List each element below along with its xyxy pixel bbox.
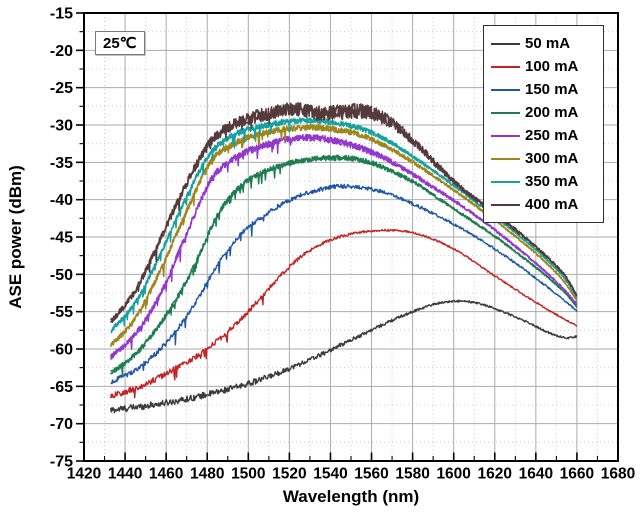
legend-label: 200 mA [525,104,579,121]
x-tick-label: 1440 [108,466,142,483]
x-axis: 1420 1440 1460 1480 1500 1520 1540 1560 1580 1600… [67,466,635,483]
x-axis-title: Wavelength (nm) [282,487,420,506]
legend-item: 400 mA [491,197,601,212]
y-tick-label: -50 [50,267,73,284]
y-tick-label: -35 [50,155,73,172]
y-tick-label: -60 [50,342,73,359]
x-tick-label: 1460 [149,466,183,483]
y-tick-label: -65 [50,379,73,396]
y-axis-title: ASE power (dBm) [6,165,25,309]
legend-label: 400 mA [525,196,579,213]
legend-label: 300 mA [525,150,579,167]
y-tick-label: -15 [50,6,73,23]
x-tick-label: 1680 [601,466,635,483]
series-curve-150mA [110,183,578,385]
series-curve-250mA [110,133,578,360]
x-tick-label: 1520 [272,466,306,483]
series-curve-300mA [110,123,578,347]
legend-item: 300 mA [491,151,601,166]
legend-item: 50 mA [491,36,601,51]
legend-line-swatch [491,134,520,137]
legend-item: 350 mA [491,174,601,189]
legend-label: 100 mA [525,58,579,75]
x-tick-label: 1620 [478,466,512,483]
x-tick-label: 1600 [436,466,470,483]
legend-line-swatch [491,203,520,206]
y-tick-label: -20 [50,43,73,60]
x-tick-label: 1540 [313,466,347,483]
y-tick-label: -30 [50,118,73,135]
y-tick-label: -45 [50,230,73,247]
y-tick-label: -40 [50,192,73,209]
axis-ticks [76,12,619,462]
temperature-label: 25℃ [103,35,137,52]
x-tick-label: 1640 [519,466,553,483]
legend-line-swatch [491,42,520,45]
legend-item: 200 mA [491,105,601,120]
x-tick-label: 1420 [67,466,101,483]
y-tick-label: -75 [50,454,73,471]
legend-line-swatch [491,88,520,91]
legend-label: 50 mA [525,35,571,52]
legend-label: 150 mA [525,81,579,98]
y-tick-label: -25 [50,80,73,97]
legend-line-swatch [491,111,520,114]
plot-frame [83,12,619,462]
legend-label: 250 mA [525,127,579,144]
temperature-annotation: 25℃ [95,31,145,55]
legend: 50 mA 100 mA 150 mA 200 mA 250 mA 300 mA… [483,25,604,223]
y-tick-label: -70 [50,416,73,433]
series-curves [110,101,578,414]
legend-line-swatch [491,157,520,160]
x-tick-label: 1560 [354,466,388,483]
legend-label: 350 mA [525,173,579,190]
legend-item: 150 mA [491,82,601,97]
legend-item: 250 mA [491,128,601,143]
x-tick-label: 1660 [560,466,594,483]
legend-item: 100 mA [491,59,601,74]
series-curve-100mA [110,228,578,399]
series-curve-200mA [110,154,578,375]
x-tick-label: 1500 [231,466,265,483]
y-tick-label: -55 [50,304,73,321]
legend-line-swatch [491,65,520,68]
x-tick-label: 1480 [190,466,224,483]
series-curve-50mA [110,299,578,414]
x-tick-label: 1580 [395,466,429,483]
legend-line-swatch [491,180,520,183]
y-axis: -15 -20 -25 -30 -35 -40 -45 -50 -55 -60 -65 -70 -75 [50,6,73,471]
